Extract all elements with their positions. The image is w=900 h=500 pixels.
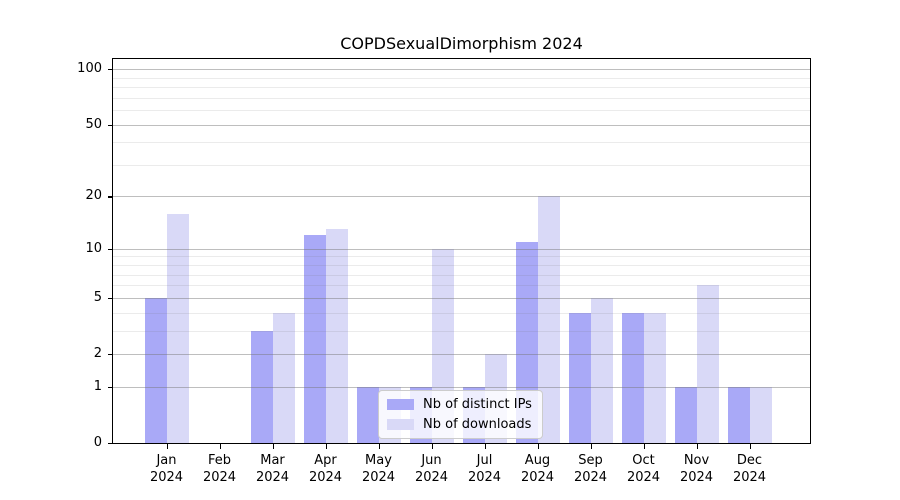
y-tick-label: 1 xyxy=(93,378,102,394)
y-tick-mark xyxy=(108,248,113,250)
x-tick-mark xyxy=(431,444,433,449)
x-tick-year: 2024 xyxy=(573,470,608,485)
x-tick-mark xyxy=(749,444,751,449)
y-tick-label: 5 xyxy=(93,289,102,305)
bar-jan-downloads xyxy=(166,213,189,443)
x-tick-month: Aug xyxy=(524,453,551,468)
y-tick-mark xyxy=(108,386,113,389)
x-tick-year: 2024 xyxy=(202,470,237,485)
x-tick-month: Sep xyxy=(578,453,603,468)
bar-mar-distinct-ips xyxy=(250,330,273,443)
legend-swatch-distinct-ips xyxy=(387,399,414,410)
bar-nov-downloads xyxy=(696,285,719,443)
bar-jan-distinct-ips xyxy=(144,297,167,443)
bar-sep-downloads xyxy=(590,297,613,443)
bar-may-distinct-ips xyxy=(356,386,379,443)
x-tick-year: 2024 xyxy=(732,470,767,485)
y-tick-mark xyxy=(108,196,113,198)
x-tick-month: Jul xyxy=(476,453,493,468)
x-tick-month: Jun xyxy=(421,453,442,468)
x-tick-year: 2024 xyxy=(308,470,343,485)
bar-oct-downloads xyxy=(643,312,666,443)
x-tick-month: Mar xyxy=(260,453,285,468)
y-tick-mark xyxy=(108,124,113,126)
x-tick-year: 2024 xyxy=(255,470,290,485)
x-tick-year: 2024 xyxy=(149,470,184,485)
x-tick-month: Apr xyxy=(314,453,337,468)
y-tick-label: 100 xyxy=(77,61,102,77)
bars-layer xyxy=(113,59,810,443)
x-tick-label-dec: Dec 2024 xyxy=(733,452,766,486)
bar-nov-distinct-ips xyxy=(674,386,697,443)
x-tick-month: May xyxy=(365,453,392,468)
x-tick-label-oct: Oct 2024 xyxy=(627,452,660,486)
bar-mar-downloads xyxy=(272,312,295,443)
y-tick-label: 20 xyxy=(85,188,102,204)
x-tick-label-mar: Mar 2024 xyxy=(256,452,289,486)
x-tick-year: 2024 xyxy=(361,470,396,485)
chart-title: COPDSexualDimorphism 2024 xyxy=(340,34,583,53)
x-tick-label-may: May 2024 xyxy=(362,452,395,486)
legend-entry-distinct-ips: Nb of distinct IPs xyxy=(387,397,532,412)
y-tick-mark xyxy=(108,69,113,71)
x-tick-label-aug: Aug 2024 xyxy=(521,452,554,486)
x-tick-mark xyxy=(378,444,380,449)
x-tick-label-jan: Jan 2024 xyxy=(150,452,183,486)
x-tick-mark xyxy=(484,444,486,449)
x-tick-label-jul: Jul 2024 xyxy=(468,452,501,486)
y-tick-label: 0 xyxy=(93,435,102,450)
x-tick-label-jun: Jun 2024 xyxy=(415,452,448,486)
x-tick-year: 2024 xyxy=(414,470,449,485)
x-tick-month: Oct xyxy=(632,453,655,468)
x-tick-month: Jan xyxy=(156,453,177,468)
x-tick-year: 2024 xyxy=(626,470,661,485)
x-tick-label-apr: Apr 2024 xyxy=(309,452,342,486)
legend: Nb of distinct IPs Nb of downloads xyxy=(378,390,543,439)
bar-dec-distinct-ips xyxy=(727,386,750,443)
y-tick-mark xyxy=(108,443,113,445)
x-tick-year: 2024 xyxy=(679,470,714,485)
x-tick-mark xyxy=(166,444,168,449)
bar-dec-downloads xyxy=(749,386,772,443)
bar-apr-distinct-ips xyxy=(303,235,326,443)
x-tick-month: Nov xyxy=(683,453,710,468)
x-tick-year: 2024 xyxy=(520,470,555,485)
x-tick-label-nov: Nov 2024 xyxy=(680,452,713,486)
x-tick-label-sep: Sep 2024 xyxy=(574,452,607,486)
plot-area: Nb of distinct IPs Nb of downloads xyxy=(112,58,811,444)
x-tick-mark xyxy=(643,444,645,449)
x-tick-year: 2024 xyxy=(467,470,502,485)
legend-swatch-downloads xyxy=(387,419,414,430)
x-tick-mark xyxy=(537,444,539,449)
x-tick-mark xyxy=(272,444,274,449)
x-tick-month: Dec xyxy=(736,453,763,468)
x-tick-mark xyxy=(325,444,327,449)
legend-label-downloads: Nb of downloads xyxy=(423,417,532,432)
y-tick-label: 2 xyxy=(93,346,102,361)
bar-oct-distinct-ips xyxy=(621,312,644,443)
y-tick-label: 50 xyxy=(85,116,102,132)
x-tick-mark xyxy=(219,444,221,449)
y-tick-mark xyxy=(108,297,113,300)
y-tick-label: 10 xyxy=(85,240,102,256)
bar-apr-downloads xyxy=(325,229,348,443)
x-tick-month: Feb xyxy=(207,453,232,468)
legend-label-distinct-ips: Nb of distinct IPs xyxy=(423,397,532,412)
legend-entry-downloads: Nb of downloads xyxy=(387,417,532,432)
bar-aug-downloads xyxy=(537,196,560,443)
bar-sep-distinct-ips xyxy=(568,312,591,443)
y-tick-mark xyxy=(108,354,113,356)
x-tick-mark xyxy=(696,444,698,449)
x-tick-mark xyxy=(590,444,592,449)
x-tick-label-feb: Feb 2024 xyxy=(203,452,236,486)
